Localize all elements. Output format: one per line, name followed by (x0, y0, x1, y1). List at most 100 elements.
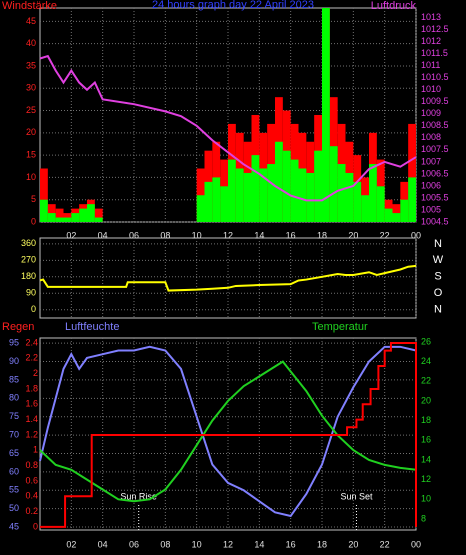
x-tick-label: 16 (286, 539, 296, 549)
annotation: Sun Set (340, 491, 373, 501)
axis-title: Regen (2, 321, 34, 333)
y-tick-label: 1008.5 (421, 120, 449, 130)
bar (337, 164, 346, 222)
y-tick-label: 45 (9, 521, 19, 531)
series-line (40, 341, 417, 528)
x-tick-label: 10 (192, 539, 202, 549)
axis-title: Luftdruck (371, 0, 417, 12)
bar (55, 217, 64, 222)
y-tick-label: 1008 (421, 132, 441, 142)
y-tick-label: 1 (33, 445, 38, 455)
x-tick-label: 02 (66, 539, 76, 549)
y-tick-label: 50 (9, 503, 19, 513)
bar (94, 208, 103, 222)
bar (290, 159, 299, 222)
bar (47, 213, 56, 222)
x-tick-label: 08 (160, 230, 170, 240)
y-tick-label: 35 (26, 60, 36, 70)
y-tick-label: 20 (26, 127, 36, 137)
bar (259, 168, 268, 222)
y-tick-label: 22 (421, 376, 431, 386)
y-tick-label: 12 (421, 474, 431, 484)
y-tick-label: 1010.5 (421, 72, 449, 82)
y-tick-label: 85 (9, 374, 19, 384)
bar (306, 172, 315, 222)
annotation: Sun Rise (120, 491, 157, 501)
y-tick-label: 1.8 (25, 383, 38, 393)
x-tick-label: 08 (160, 539, 170, 549)
y-tick-label: 0.6 (25, 475, 38, 485)
x-tick-label: 10 (192, 230, 202, 240)
y-tick-label: 1007.5 (421, 144, 449, 154)
y-tick-label: 14 (421, 454, 431, 464)
bar (345, 172, 354, 222)
bar (71, 213, 80, 222)
axis-title: Temperatur (312, 321, 368, 333)
x-tick-label: 06 (129, 230, 139, 240)
y-tick-label: 1013 (421, 12, 441, 22)
y-tick-label: 1005.5 (421, 192, 449, 202)
y-tick-label: 70 (9, 429, 19, 439)
y-tick-label: 1004.5 (421, 216, 449, 226)
bar (63, 213, 72, 222)
bar (353, 181, 362, 222)
bar (329, 146, 338, 222)
y-tick-label: 90 (9, 356, 19, 366)
bar (361, 195, 369, 222)
y-tick-label: 1007 (421, 156, 441, 166)
direction-label: W (433, 254, 444, 266)
y-tick-label: 1.4 (25, 414, 38, 424)
x-tick-label: 16 (286, 230, 296, 240)
y-tick-label: 65 (9, 448, 19, 458)
y-tick-label: 1009 (421, 108, 441, 118)
x-tick-label: 06 (129, 539, 139, 549)
bar (63, 217, 72, 222)
y-tick-label: 2.4 (25, 337, 38, 347)
bar (79, 208, 87, 222)
direction-label: S (434, 271, 441, 283)
direction-label: N (434, 304, 442, 316)
bar (408, 177, 416, 222)
y-tick-label: 1012.5 (421, 24, 449, 34)
bar (392, 213, 401, 222)
y-tick-label: 40 (26, 38, 36, 48)
x-tick-label: 00 (411, 230, 421, 240)
bar (204, 181, 213, 222)
series-line (39, 264, 417, 292)
direction-label: N (434, 238, 442, 250)
y-tick-label: 1010 (421, 84, 441, 94)
bar (220, 186, 228, 222)
bar (275, 141, 283, 222)
y-tick-label: 0 (31, 304, 36, 314)
bar (282, 150, 291, 222)
direction-label: O (434, 287, 443, 299)
y-tick-label: 0.8 (25, 460, 38, 470)
y-tick-label: 95 (9, 338, 19, 348)
y-tick-label: 1.6 (25, 399, 38, 409)
bar (243, 172, 252, 222)
bar (298, 168, 307, 222)
bar (322, 8, 330, 222)
y-tick-label: 24 (421, 356, 431, 366)
bar (212, 177, 221, 222)
bar (196, 195, 205, 222)
bar (267, 164, 275, 222)
y-tick-label: 0 (31, 216, 36, 226)
y-tick-label: 1006 (421, 180, 441, 190)
bar (408, 123, 416, 222)
x-tick-label: 04 (98, 539, 108, 549)
y-tick-label: 10 (421, 494, 431, 504)
x-tick-label: 18 (317, 230, 327, 240)
bar (235, 168, 244, 222)
x-tick-label: 22 (380, 230, 390, 240)
y-tick-label: 270 (21, 255, 36, 265)
bar (251, 155, 260, 222)
bar (94, 217, 103, 222)
y-tick-label: 18 (421, 415, 431, 425)
y-tick-label: 90 (26, 288, 36, 298)
y-tick-label: 10 (26, 172, 36, 182)
y-tick-label: 60 (9, 466, 19, 476)
y-tick-label: 26 (421, 336, 431, 346)
